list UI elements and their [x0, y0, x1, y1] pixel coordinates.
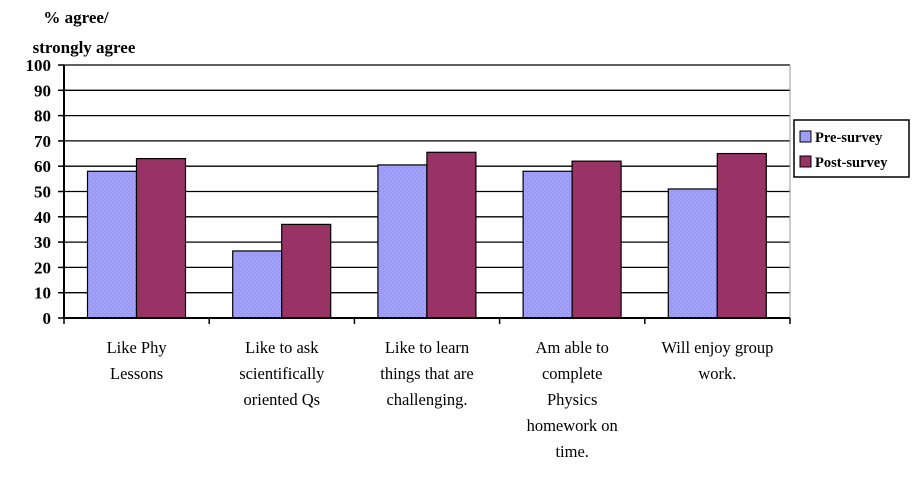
x-tick-label: Am able to [536, 338, 609, 357]
x-tick-label: complete [542, 364, 602, 383]
y-tick-label: 10 [34, 284, 51, 303]
pre-survey-bar [232, 250, 283, 319]
y-axis-label-line-2: strongly agree [33, 38, 136, 57]
x-tick-label: Like Phy [107, 338, 168, 357]
bars [86, 151, 767, 319]
pre-survey-legend-swatch [799, 130, 812, 143]
x-tick-label: Physics [547, 390, 597, 409]
x-tick-label: Like to learn [385, 338, 469, 357]
y-tick-label: 70 [34, 132, 51, 151]
y-tick-label: 80 [34, 107, 51, 126]
post-survey-bar [571, 160, 622, 319]
y-tick-label: 50 [34, 183, 51, 202]
x-tick-label: oriented Qs [244, 390, 321, 409]
x-tick-label: Will enjoy group [661, 338, 773, 357]
y-axis-label-line-1: % agree/ [43, 8, 109, 27]
x-tick-label: time. [555, 442, 588, 461]
y-tick-label: 20 [34, 258, 51, 277]
x-tick-label: Lessons [110, 364, 163, 383]
post-survey-bar [716, 152, 767, 319]
x-tick-label: things that are [380, 364, 473, 383]
pre-survey-bar [667, 188, 718, 319]
y-tick-label: 60 [34, 157, 51, 176]
y-tick-label: 30 [34, 233, 51, 252]
x-tick-label: homework on [527, 416, 618, 435]
post-survey-bar [281, 223, 332, 319]
x-tick-label: scientifically [239, 364, 325, 383]
y-tick-label: 90 [34, 81, 51, 100]
x-tick-labels: Like Phy Lessons Like to ask scientifically… [107, 338, 774, 461]
x-tick-label: Like to ask [245, 338, 319, 357]
axes [58, 64, 791, 324]
y-tick-label: 100 [26, 56, 52, 75]
y-tick-label: 0 [43, 309, 52, 328]
pre-survey-bar [377, 164, 428, 319]
pre-survey-legend-label: Pre-survey [815, 130, 883, 146]
post-survey-legend-label: Post-survey [815, 155, 888, 171]
x-tick-label: work. [698, 364, 736, 383]
post-survey-legend-swatch [799, 155, 812, 168]
pre-survey-bar [522, 170, 573, 319]
x-tick-label: challenging. [386, 390, 467, 409]
post-survey-bar [135, 158, 187, 319]
legend-box [793, 119, 910, 178]
post-survey-bar [426, 151, 477, 319]
y-tick-label: 40 [34, 208, 51, 227]
pre-survey-bar [86, 170, 138, 319]
y-tick-labels: 0 10 20 30 40 50 60 70 80 90 100 [26, 56, 52, 328]
legend: Pre-survey Post-survey [793, 119, 910, 178]
